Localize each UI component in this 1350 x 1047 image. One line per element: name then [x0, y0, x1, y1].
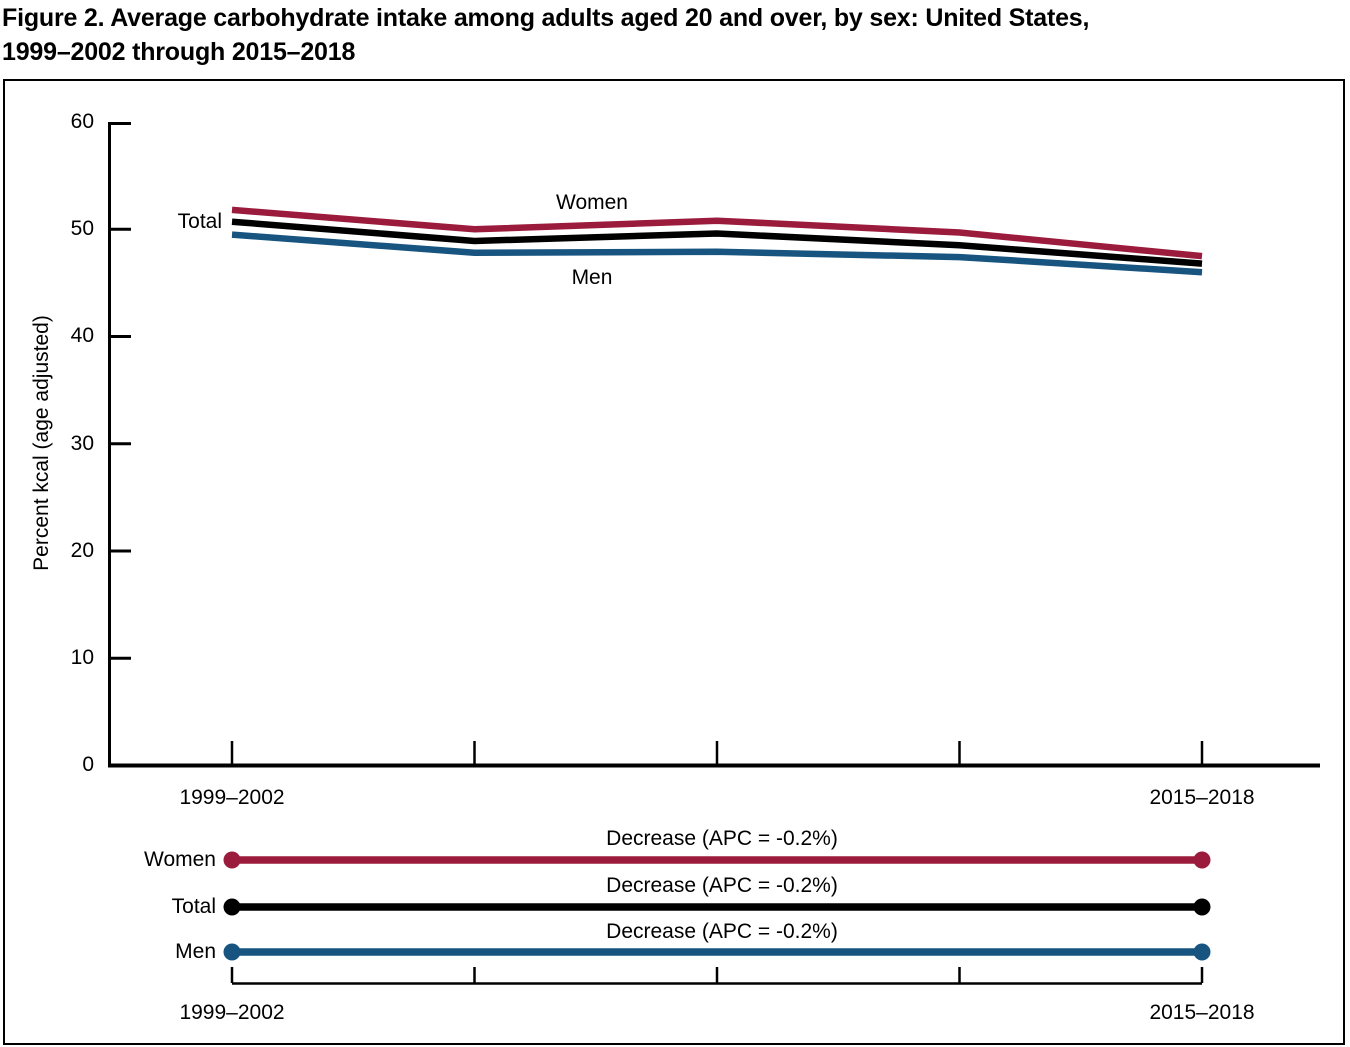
y-tick-label-40: 40 [70, 324, 94, 348]
figure-box [3, 79, 1345, 1045]
trend-x-label-first: 1999–2002 [179, 1001, 285, 1024]
trend-annotation-women: Decrease (APC = -0.2%) [606, 827, 838, 850]
trend-lines [223, 851, 1211, 961]
trend-row-label-women: Women [144, 848, 216, 871]
trend-axis [230, 967, 1204, 985]
y-tick-label-10: 10 [70, 646, 94, 670]
trend-row-label-men: Men [175, 940, 216, 963]
y-tick-label-60: 60 [70, 110, 94, 133]
y-tick-label-0: 0 [82, 753, 94, 777]
figure-title-line1: Figure 2. Average carbohydrate intake am… [2, 4, 1090, 32]
x-tick-label-first: 1999–2002 [179, 786, 285, 809]
trend-endpoint-women [1193, 851, 1211, 869]
series-label-total: Total [177, 210, 222, 233]
trend-row-label-total: Total [171, 895, 216, 918]
series-line-total [231, 218, 1203, 267]
x-axis [108, 741, 1320, 768]
y-axis [108, 122, 131, 767]
series-line-women [231, 206, 1203, 260]
figure-title-line2: 1999–2002 through 2015–2018 [2, 38, 356, 66]
x-tick-label-last: 2015–2018 [1149, 786, 1255, 809]
series-line-men [231, 231, 1203, 276]
trend-endpoint-women [223, 851, 241, 869]
x-axis-ticks [230, 741, 1204, 764]
trend-endpoint-men [1193, 943, 1211, 961]
y-tick-label-30: 30 [70, 431, 94, 455]
trend-x-label-last: 2015–2018 [1149, 1001, 1255, 1024]
series-label-men: Men [571, 266, 613, 289]
y-axis-ticks [109, 122, 131, 660]
trend-endpoint-total [1193, 898, 1211, 916]
y-tick-label-20: 20 [70, 538, 94, 562]
y-tick-label-50: 50 [70, 217, 94, 241]
series-label-women: Women [556, 191, 628, 214]
trend-endpoint-total [223, 898, 241, 916]
trend-endpoint-men [223, 943, 241, 961]
series-lines [231, 206, 1203, 276]
trend-annotation-total: Decrease (APC = -0.2%) [606, 874, 838, 897]
trend-annotation-men: Decrease (APC = -0.2%) [606, 920, 838, 943]
